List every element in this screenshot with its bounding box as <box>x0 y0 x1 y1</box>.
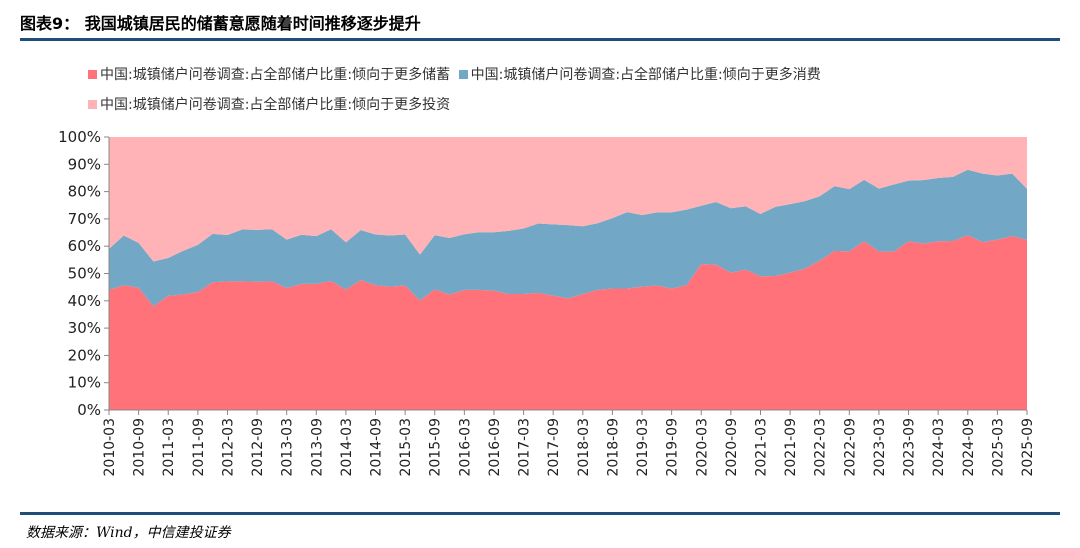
x-tick-label: 2012-03 <box>220 418 236 477</box>
x-tick-label: 2019-03 <box>635 418 651 477</box>
x-tick-label: 2014-09 <box>369 418 385 477</box>
x-tick-label: 2023-03 <box>872 418 888 477</box>
area-consumption <box>109 169 1027 307</box>
x-tick-label: 2016-09 <box>487 418 503 477</box>
legend-item-savings[interactable]: 中国:城镇储户问卷调查:占全部储户比重:倾向于更多储蓄 <box>88 60 450 90</box>
x-tick-label: 2021-09 <box>783 418 799 477</box>
x-tick-label: 2017-03 <box>517 418 533 477</box>
y-tick-label: 80% <box>68 183 101 201</box>
legend-swatch-savings <box>88 70 97 79</box>
x-tick-label: 2013-03 <box>280 418 296 477</box>
y-tick-label: 40% <box>68 292 101 310</box>
legend-item-consumption[interactable]: 中国:城镇储户问卷调查:占全部储户比重:倾向于更多消费 <box>458 60 821 90</box>
legend-swatch-consumption <box>458 70 468 79</box>
y-tick-label: 20% <box>68 346 101 364</box>
legend-swatch-investment <box>88 100 97 109</box>
legend-label-investment: 中国:城镇储户问卷调查:占全部储户比重:倾向于更多投资 <box>100 97 451 113</box>
x-tick-label: 2015-03 <box>398 418 414 477</box>
x-tick-label: 2014-03 <box>339 418 355 477</box>
x-tick-label: 2025-09 <box>1020 418 1036 477</box>
x-tick-label: 2018-09 <box>605 418 621 477</box>
x-tick-label: 2022-09 <box>842 418 858 477</box>
y-tick-label: 30% <box>68 319 101 337</box>
y-tick-label: 10% <box>68 374 101 392</box>
x-tick-label: 2024-09 <box>961 418 977 477</box>
legend-label-consumption: 中国:城镇储户问卷调查:占全部储户比重:倾向于更多消费 <box>470 67 821 83</box>
x-tick-label: 2010-03 <box>102 418 118 477</box>
area-investment <box>109 137 1027 262</box>
x-tick-label: 2020-03 <box>694 418 710 477</box>
y-tick-label: 100% <box>58 128 101 146</box>
x-tick-label: 2019-09 <box>665 418 681 477</box>
area-savings <box>109 235 1027 410</box>
x-tick-label: 2013-09 <box>309 418 325 477</box>
x-tick-label: 2011-03 <box>161 418 177 477</box>
bottom-rule <box>20 512 1060 515</box>
x-tick-label: 2017-09 <box>546 418 562 477</box>
y-tick-label: 70% <box>68 210 101 228</box>
x-tick-label: 2011-09 <box>191 418 207 477</box>
x-tick-label: 2024-03 <box>931 418 947 477</box>
legend-label-savings: 中国:城镇储户问卷调查:占全部储户比重:倾向于更多储蓄 <box>100 67 451 83</box>
y-tick-label: 50% <box>68 265 101 283</box>
y-tick-label: 60% <box>68 237 101 255</box>
legend-item-investment[interactable]: 中国:城镇储户问卷调查:占全部储户比重:倾向于更多投资 <box>88 90 450 120</box>
x-tick-label: 2018-03 <box>576 418 592 477</box>
legend: 中国:城镇储户问卷调查:占全部储户比重:倾向于更多储蓄 中国:城镇储户问卷调查:… <box>88 60 1038 120</box>
x-tick-label: 2023-09 <box>902 418 918 477</box>
y-tick-label: 90% <box>68 155 101 173</box>
x-tick-label: 2021-03 <box>753 418 769 477</box>
x-tick-label: 2025-03 <box>990 418 1006 477</box>
x-tick-label: 2012-09 <box>250 418 266 477</box>
x-tick-label: 2020-09 <box>724 418 740 477</box>
x-tick-label: 2016-03 <box>457 418 473 477</box>
x-tick-label: 2010-09 <box>132 418 148 477</box>
y-tick-label: 0% <box>77 401 101 419</box>
source-note: 数据来源：Wind，中信建投证券 <box>26 525 231 541</box>
x-tick-label: 2015-09 <box>428 418 444 477</box>
figure-title: 图表9： 我国城镇居民的储蓄意愿随着时间推移逐步提升 <box>20 14 421 33</box>
x-tick-label: 2022-03 <box>813 418 829 477</box>
top-rule <box>20 38 1060 41</box>
